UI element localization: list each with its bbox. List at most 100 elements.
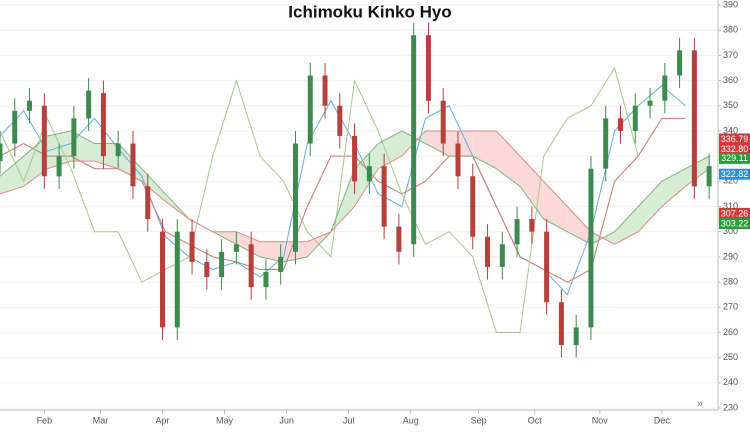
candle-body [603,118,609,169]
indicator-line [0,117,686,283]
price-tag [719,152,750,164]
cloud-segment [661,168,686,207]
candle-body [366,166,372,182]
candle-body [174,231,180,328]
x-tick-label: Mar [93,415,109,425]
x-tick-label: Dec [654,415,671,425]
cloud-segment [260,241,284,262]
candle-body [27,100,33,111]
candle-body [56,156,62,177]
y-tick-label: 340 [723,125,738,135]
x-tick-label: Oct [528,415,543,425]
candle-body [307,75,313,144]
candle-body [233,244,239,252]
candle-body [145,186,151,220]
candle-body [588,168,594,328]
candle-body [425,35,431,101]
x-tick-label: Aug [403,415,419,425]
price-tag-label: 336.79 [721,134,749,144]
price-tag-label: 303.22 [721,218,749,228]
candle-body [86,90,92,119]
cloud-segment [638,181,662,232]
x-tick-label: Sep [471,415,487,425]
candle-body [263,271,269,288]
scroll-arrow[interactable]: » [697,398,703,410]
cloud-segment [543,181,568,232]
candle-body [544,231,550,303]
candle-body [440,100,446,144]
cloud-segment [449,130,473,157]
x-tick-label: May [216,415,234,425]
candle-body [189,231,195,262]
x-tick-label: Apr [156,415,170,425]
candle-body [219,251,225,278]
y-tick-label: 380 [723,25,738,35]
price-tag [719,143,750,155]
price-tag [719,168,750,180]
candle-body [632,105,638,131]
candle-body [0,143,3,162]
price-tag [719,218,750,230]
candle-body [292,143,298,252]
candle-body [647,100,653,106]
cloud-segment [567,206,591,245]
candle-body [617,118,623,131]
candle-body [12,110,18,144]
candle-body [41,105,47,177]
y-tick-label: 260 [723,327,738,337]
y-tick-label: 230 [723,402,738,412]
candle-body [677,50,683,76]
y-tick-label: 290 [723,251,738,261]
candle-body [411,35,417,245]
cloud-segment [354,143,379,207]
cloud-segment [685,156,710,187]
candle-body [100,93,106,157]
y-tick-label: 280 [723,276,738,286]
candle-body [381,166,387,227]
y-tick-label: 250 [723,352,738,362]
price-tag [719,207,750,219]
cloud-segment [236,231,261,257]
candle-body [322,75,328,106]
candle-body [337,105,343,136]
price-tag-label: 307.26 [721,208,749,218]
cloud-segment [0,156,24,194]
candle-body [691,50,697,187]
y-tick-label: 390 [723,0,738,9]
candle-body [204,261,210,278]
candle-body [71,118,77,157]
y-tick-label: 310 [723,201,738,211]
candle-body [455,143,461,177]
x-tick-label: Jun [279,415,294,425]
candle-body [662,75,668,101]
cloud-segment [70,130,95,162]
cloud-segment [472,130,497,169]
candle-body [485,236,491,267]
candle-body [396,226,402,252]
candle-body [278,256,284,272]
x-tick-label: Nov [592,415,609,425]
cloud-segment [614,206,639,245]
candle-body [470,176,476,237]
price-tag-label: 322.82 [721,169,749,179]
candle-body [573,327,579,346]
price-tag-label: 332.80 [721,144,749,154]
y-tick-label: 370 [723,50,738,60]
price-tag-label: 329.11 [721,153,748,163]
y-tick-label: 270 [723,302,738,312]
chart-title: Ichimoku Kinko Hyo [288,2,451,21]
candle-body [499,244,505,267]
y-tick-label: 360 [723,75,738,85]
y-tick-label: 300 [723,226,738,236]
cloud-segment [94,143,119,169]
candle-body [514,219,520,245]
y-tick-label: 240 [723,377,738,387]
candle-body [248,244,254,288]
x-tick-label: Feb [37,415,53,425]
y-tick-label: 350 [723,100,738,110]
candle-body [130,143,136,187]
candle-body [529,219,535,232]
candle-body [115,143,121,157]
cloud-segment [23,135,48,187]
